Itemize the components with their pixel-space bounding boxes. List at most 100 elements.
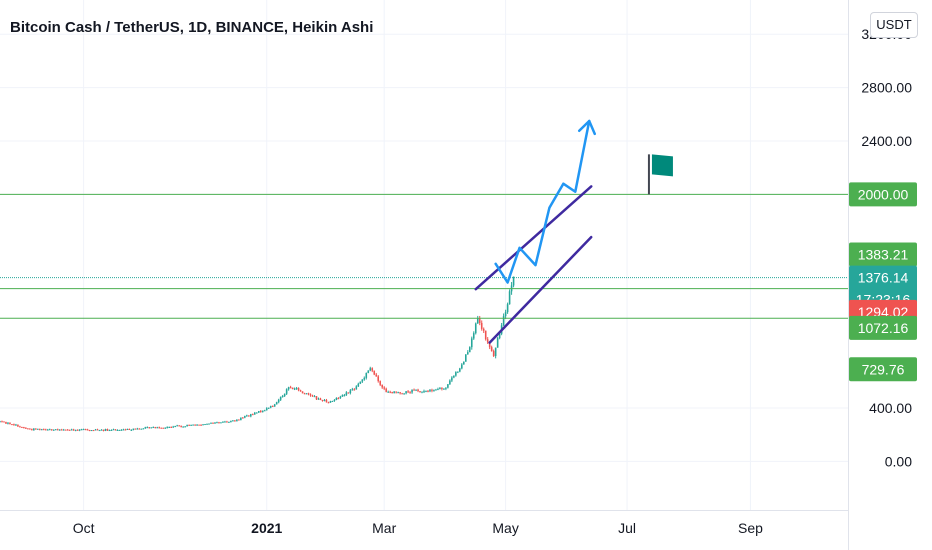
- currency-button[interactable]: USDT: [870, 12, 918, 38]
- y-tick-label: 400.00: [869, 400, 912, 416]
- candle-body: [281, 396, 284, 398]
- candle-body: [391, 391, 393, 394]
- candle-body: [463, 361, 465, 365]
- candle-body: [488, 342, 491, 348]
- candle-body: [381, 384, 383, 388]
- candle-body: [259, 411, 262, 413]
- candle-body: [307, 393, 310, 395]
- candle-body: [102, 429, 105, 431]
- candle-body: [156, 427, 159, 429]
- candle-body: [35, 428, 37, 430]
- candle-body: [78, 429, 81, 431]
- candle-body: [142, 428, 145, 430]
- candle-body: [309, 394, 312, 396]
- candle-body: [277, 399, 280, 403]
- candle-body: [82, 429, 85, 431]
- candle-body: [110, 429, 113, 431]
- candle-body: [494, 347, 497, 356]
- candle-body: [252, 414, 254, 416]
- candle-body: [42, 429, 45, 431]
- candle-body: [261, 410, 264, 412]
- candle-body: [238, 419, 240, 421]
- price-tag: [849, 242, 917, 267]
- candle-body: [399, 392, 401, 394]
- candle-body: [323, 399, 326, 401]
- candle-body: [150, 427, 153, 429]
- candle-body: [403, 393, 405, 395]
- candle-body: [490, 347, 493, 352]
- candle-body: [435, 389, 437, 391]
- candle-body: [106, 428, 109, 431]
- candle-body: [273, 404, 276, 407]
- candle-body: [496, 338, 499, 348]
- candle-body: [349, 390, 352, 394]
- price-tag-label: 1072.16: [858, 320, 909, 336]
- candle-body: [154, 427, 157, 429]
- x-tick-label: Mar: [372, 520, 396, 536]
- candle-body: [9, 422, 11, 425]
- candle-body: [230, 421, 232, 423]
- candle-body: [138, 428, 141, 430]
- candle-body: [508, 291, 511, 305]
- candle-body: [275, 402, 278, 405]
- candle-body: [447, 384, 449, 388]
- candle-body: [333, 399, 336, 402]
- candle-body: [367, 370, 370, 374]
- candle-body: [144, 427, 147, 429]
- candle-body: [120, 429, 123, 431]
- candle-body: [88, 429, 91, 431]
- candle-body: [393, 391, 395, 394]
- candle-body: [474, 323, 477, 334]
- candle-body: [228, 421, 230, 423]
- candle-body: [347, 392, 350, 394]
- candle-body: [236, 419, 238, 422]
- candle-body: [263, 410, 266, 412]
- candle-body: [37, 428, 39, 430]
- candle-body: [351, 389, 354, 391]
- candle-body: [128, 429, 131, 431]
- candle-body: [11, 424, 13, 426]
- candle-body: [140, 428, 143, 430]
- y-tick-label: 2800.00: [861, 80, 912, 96]
- candle-body: [433, 389, 435, 391]
- candle-body: [164, 427, 167, 429]
- candle-body: [19, 426, 21, 428]
- candle-body: [397, 392, 399, 394]
- candle-body: [299, 390, 302, 392]
- candle-body: [353, 389, 356, 391]
- candle-body: [198, 424, 200, 426]
- candle-body: [461, 364, 463, 369]
- symbol-title[interactable]: Bitcoin Cash / TetherUS, 1D, BINANCE, He…: [10, 19, 374, 36]
- candle-body: [484, 330, 487, 340]
- candle-body: [427, 391, 429, 393]
- candle-body: [413, 389, 415, 391]
- candle-body: [492, 351, 495, 356]
- candle-body: [315, 396, 318, 400]
- candle-body: [244, 416, 246, 418]
- candle-body: [325, 399, 328, 403]
- candle-body: [329, 401, 332, 403]
- x-tick-label: Jul: [618, 520, 636, 536]
- candle-body: [415, 389, 417, 391]
- candle-body: [419, 391, 421, 393]
- candle-body: [56, 429, 59, 431]
- candle-body: [160, 427, 163, 429]
- candle-body: [441, 388, 443, 390]
- candle-body: [124, 429, 127, 431]
- candle-body: [100, 429, 103, 431]
- candle-body: [512, 276, 515, 286]
- candle-body: [449, 380, 451, 385]
- candle-body: [94, 429, 97, 431]
- candle-body: [52, 429, 55, 431]
- candle-body: [176, 425, 178, 427]
- candle-body: [301, 391, 304, 394]
- candle-body: [255, 412, 258, 414]
- candle-body: [478, 318, 481, 323]
- candle-body: [31, 429, 33, 431]
- candle-body: [212, 422, 214, 424]
- candle-body: [62, 429, 65, 431]
- candle-body: [451, 377, 453, 381]
- candle-body: [311, 395, 314, 397]
- candle-body: [445, 387, 447, 389]
